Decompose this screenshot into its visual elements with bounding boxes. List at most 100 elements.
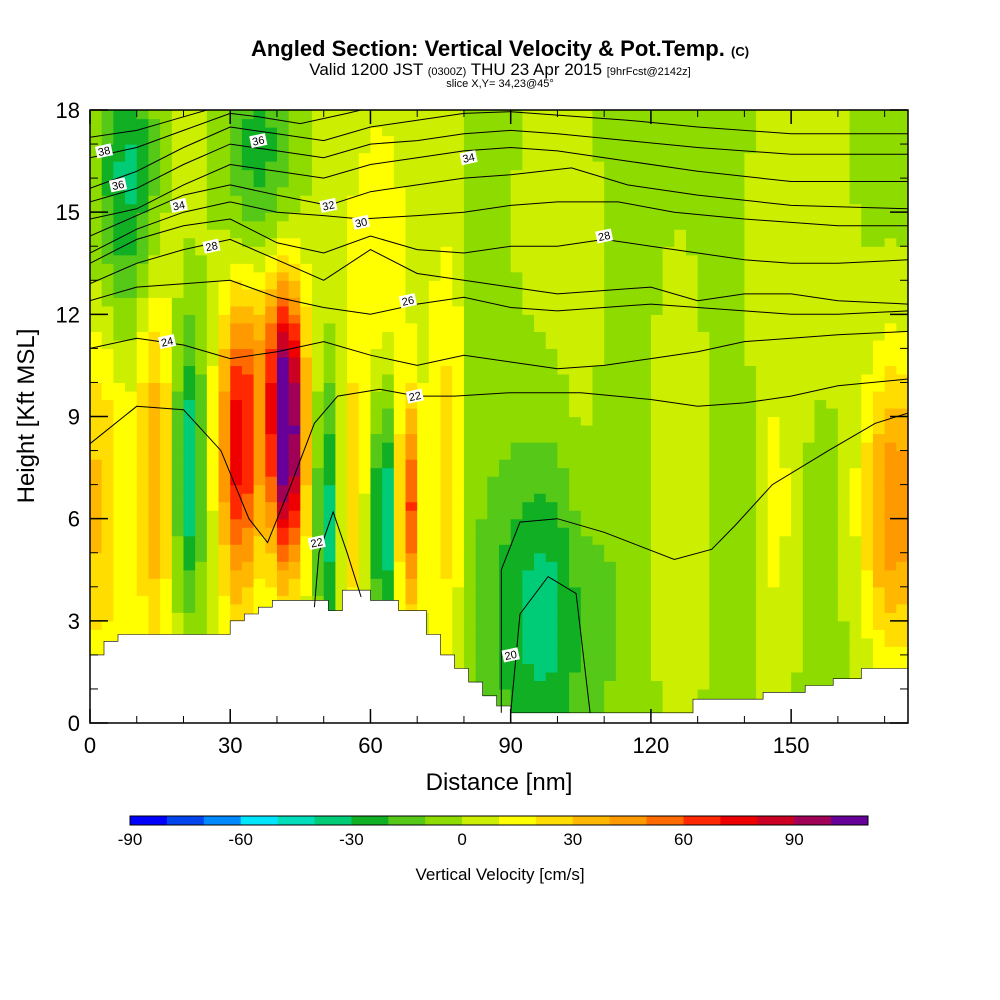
velocity-cell xyxy=(697,297,710,307)
velocity-cell xyxy=(604,561,617,571)
velocity-cell xyxy=(276,527,290,537)
velocity-cell xyxy=(569,467,582,477)
velocity-cell xyxy=(276,586,290,596)
velocity-cell xyxy=(335,425,348,435)
velocity-cell xyxy=(627,178,640,188)
velocity-cell xyxy=(545,399,559,409)
velocity-cell xyxy=(510,161,523,171)
velocity-cell xyxy=(709,254,722,264)
velocity-cell xyxy=(884,569,897,579)
velocity-cell xyxy=(428,476,442,486)
velocity-cell xyxy=(662,569,675,579)
velocity-cell xyxy=(487,322,500,332)
velocity-cell xyxy=(452,595,465,605)
velocity-cell xyxy=(615,688,629,699)
velocity-cell xyxy=(545,331,559,341)
chart-title-mark: (C) xyxy=(731,44,750,59)
velocity-cell xyxy=(195,288,208,298)
velocity-cell xyxy=(569,271,582,281)
velocity-cell xyxy=(312,161,325,171)
velocity-cell xyxy=(779,127,792,137)
velocity-cell xyxy=(569,433,582,443)
velocity-cell xyxy=(814,297,827,307)
velocity-cell xyxy=(872,654,886,664)
velocity-cell xyxy=(393,186,407,196)
velocity-cell xyxy=(791,637,804,647)
velocity-cell xyxy=(90,186,103,196)
velocity-cell xyxy=(685,586,699,596)
velocity-cell xyxy=(101,169,114,179)
velocity-cell xyxy=(732,425,745,435)
velocity-cell xyxy=(347,510,360,520)
velocity-cell xyxy=(370,144,383,154)
velocity-cell xyxy=(650,535,664,545)
velocity-cell xyxy=(557,212,570,222)
velocity-cell xyxy=(241,254,255,264)
velocity-cell xyxy=(557,654,570,664)
slice-caption: slice X,Y= 34,23@45° xyxy=(446,78,554,90)
velocity-cell xyxy=(662,450,675,460)
velocity-cell xyxy=(499,339,512,349)
velocity-cell xyxy=(510,697,523,707)
velocity-cell xyxy=(732,203,745,213)
velocity-cell xyxy=(276,305,290,315)
velocity-cell xyxy=(241,322,255,332)
velocity-cell xyxy=(358,373,372,384)
velocity-cell xyxy=(557,237,570,247)
velocity-cell xyxy=(370,169,383,179)
velocity-cell xyxy=(674,518,687,528)
velocity-cell xyxy=(510,493,523,503)
velocity-cell xyxy=(230,612,243,622)
velocity-cell xyxy=(604,459,617,469)
velocity-cell xyxy=(744,518,757,528)
velocity-cell xyxy=(499,382,512,392)
velocity-cell xyxy=(861,544,874,554)
velocity-cell xyxy=(685,629,699,639)
velocity-cell xyxy=(674,127,687,137)
velocity-cell xyxy=(534,552,547,562)
velocity-cell xyxy=(347,186,360,196)
velocity-cell xyxy=(697,416,710,426)
velocity-cell xyxy=(884,578,897,588)
velocity-cell xyxy=(288,586,301,596)
velocity-cell xyxy=(697,161,710,171)
velocity-cell xyxy=(697,322,710,332)
velocity-cell xyxy=(90,382,103,392)
velocity-cell xyxy=(557,144,570,154)
velocity-cell xyxy=(709,450,722,460)
velocity-cell xyxy=(872,169,886,179)
velocity-cell xyxy=(510,544,523,554)
velocity-cell xyxy=(113,144,126,154)
velocity-cell xyxy=(370,373,383,384)
velocity-cell xyxy=(265,535,278,545)
velocity-cell xyxy=(697,271,710,281)
velocity-cell xyxy=(569,390,582,401)
velocity-cell xyxy=(674,314,687,324)
velocity-cell xyxy=(428,595,442,605)
velocity-cell xyxy=(697,127,710,137)
velocity-cell xyxy=(580,663,594,673)
velocity-cell xyxy=(452,629,465,639)
velocity-cell xyxy=(253,305,266,315)
velocity-cell xyxy=(615,561,629,571)
velocity-cell xyxy=(697,135,710,145)
velocity-cell xyxy=(662,544,675,554)
velocity-cell xyxy=(463,476,477,486)
velocity-cell xyxy=(241,518,255,528)
velocity-cell xyxy=(534,271,547,281)
velocity-cell xyxy=(101,135,114,145)
velocity-cell xyxy=(183,237,196,247)
velocity-cell xyxy=(884,246,897,256)
velocity-cell xyxy=(592,314,605,324)
velocity-cell xyxy=(171,348,185,358)
velocity-cell xyxy=(300,152,313,162)
velocity-cell xyxy=(674,220,687,230)
velocity-cell xyxy=(545,442,559,452)
velocity-cell xyxy=(721,212,734,222)
velocity-cell xyxy=(335,339,348,349)
velocity-cell xyxy=(685,544,699,554)
velocity-cell xyxy=(312,144,325,154)
velocity-cell xyxy=(685,620,699,630)
velocity-cell xyxy=(604,356,617,367)
velocity-cell xyxy=(615,680,629,690)
